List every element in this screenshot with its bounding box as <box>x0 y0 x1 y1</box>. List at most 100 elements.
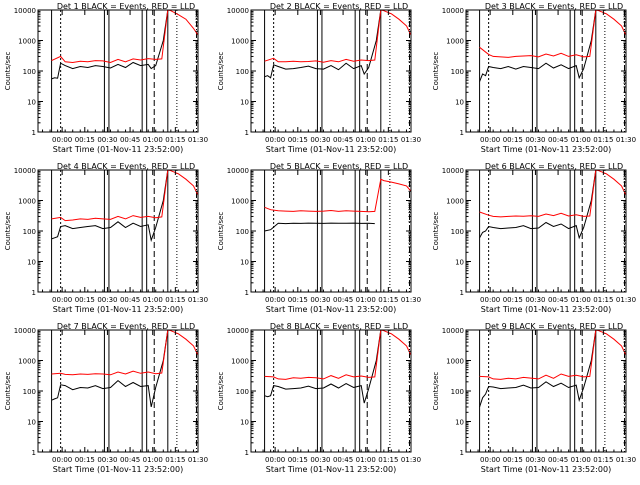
x-tick-label: 01:00 <box>143 456 163 464</box>
lld-series-line <box>51 10 198 64</box>
y-tick-label: 10000 <box>14 167 36 175</box>
x-tick-label: 01:00 <box>571 136 591 144</box>
panel-title: Det 5 BLACK = Events, RED = LLD <box>270 162 408 171</box>
y-axis-label: Counts/sec <box>217 372 225 411</box>
panel-title: Det 3 BLACK = Events, RED = LLD <box>485 2 623 11</box>
x-axis-label: Start Time (01-Nov-11 23:52:00) <box>53 465 183 474</box>
x-tick-label: 00:00 <box>480 456 500 464</box>
panel-title: Det 6 BLACK = Events, RED = LLD <box>485 162 623 171</box>
y-tick-label: 100 <box>451 228 464 236</box>
lld-series-line <box>51 170 198 222</box>
x-tick-label: 01:00 <box>143 296 163 304</box>
y-tick-label: 1 <box>460 289 464 297</box>
y-tick-label: 100 <box>451 388 464 396</box>
panel-3: Det 3 BLACK = Events, RED = LLD 1 10 100 100… <box>432 2 636 154</box>
x-tick-label: 00:15 <box>503 296 523 304</box>
y-axis-label: Counts/sec <box>432 372 440 411</box>
y-tick-label: 10 <box>240 99 249 107</box>
x-tick-label: 00:15 <box>503 136 523 144</box>
y-tick-label: 1 <box>245 449 249 457</box>
axes-frame <box>250 169 412 293</box>
y-tick-label: 1000 <box>18 198 36 206</box>
x-tick-label: 00:15 <box>288 456 308 464</box>
y-tick-label: 1000 <box>446 358 464 366</box>
x-axis-label: Start Time (01-Nov-11 23:52:00) <box>481 305 611 314</box>
x-tick-label: 00:15 <box>288 136 308 144</box>
x-tick-label: 00:15 <box>503 456 523 464</box>
y-tick-label: 1 <box>245 129 249 137</box>
panel-title: Det 1 BLACK = Events, RED = LLD <box>57 2 195 11</box>
x-tick-label: 00:45 <box>548 296 568 304</box>
panel-title: Det 7 BLACK = Events, RED = LLD <box>57 322 195 331</box>
y-tick-label: 1000 <box>18 358 36 366</box>
x-tick-label: 00:45 <box>548 136 568 144</box>
y-tick-label: 10 <box>455 99 464 107</box>
axes-frame <box>37 329 199 453</box>
x-tick-label: 00:00 <box>265 456 285 464</box>
y-axis-label: Counts/sec <box>4 52 12 91</box>
y-tick-label: 10 <box>455 419 464 427</box>
x-axis-label: Start Time (01-Nov-11 23:52:00) <box>266 465 396 474</box>
events-series-line <box>479 170 597 240</box>
panel-8: Det 8 BLACK = Events, RED = LLD 1 10 100 100… <box>217 322 421 474</box>
y-tick-label: 10000 <box>14 327 36 335</box>
panel-4: Det 4 BLACK = Events, RED = LLD 1 10 100 100… <box>4 162 208 314</box>
y-tick-label: 10000 <box>14 7 36 15</box>
y-tick-label: 10000 <box>442 7 464 15</box>
x-axis-label: Start Time (01-Nov-11 23:52:00) <box>481 465 611 474</box>
x-tick-label: 00:30 <box>310 296 330 304</box>
x-tick-label: 01:30 <box>616 296 636 304</box>
y-tick-label: 100 <box>236 228 249 236</box>
x-tick-label: 01:00 <box>356 456 376 464</box>
events-series-line <box>264 222 375 232</box>
x-tick-label: 01:00 <box>356 136 376 144</box>
y-tick-label: 10000 <box>442 327 464 335</box>
y-tick-label: 1000 <box>18 38 36 46</box>
lld-series-line <box>264 178 411 213</box>
events-series-line <box>264 330 382 404</box>
y-tick-label: 10 <box>455 259 464 267</box>
y-axis-label: Counts/sec <box>4 212 12 251</box>
x-tick-label: 01:00 <box>356 296 376 304</box>
x-tick-label: 01:15 <box>378 136 398 144</box>
y-tick-label: 100 <box>236 68 249 76</box>
x-tick-label: 01:15 <box>593 136 613 144</box>
y-tick-label: 1 <box>32 449 36 457</box>
y-tick-label: 10 <box>27 419 36 427</box>
x-axis-label: Start Time (01-Nov-11 23:52:00) <box>53 145 183 154</box>
events-series-line <box>51 10 169 80</box>
axes-frame <box>250 9 412 133</box>
axes-frame <box>250 329 412 453</box>
x-tick-label: 00:15 <box>75 296 95 304</box>
lld-series-line <box>479 330 626 380</box>
x-tick-label: 00:30 <box>310 456 330 464</box>
x-tick-label: 00:00 <box>52 456 72 464</box>
y-tick-label: 1000 <box>231 38 249 46</box>
x-tick-label: 00:15 <box>288 296 308 304</box>
x-tick-label: 00:30 <box>97 456 117 464</box>
y-tick-label: 1 <box>32 129 36 137</box>
x-tick-label: 00:00 <box>265 296 285 304</box>
y-tick-label: 10 <box>240 259 249 267</box>
y-axis-label: Counts/sec <box>4 372 12 411</box>
y-axis-label: Counts/sec <box>432 212 440 251</box>
x-tick-label: 00:00 <box>480 296 500 304</box>
y-tick-label: 1 <box>460 129 464 137</box>
x-tick-label: 00:30 <box>525 456 545 464</box>
x-tick-label: 00:45 <box>120 296 140 304</box>
events-series-line <box>479 330 597 408</box>
x-axis-label: Start Time (01-Nov-11 23:52:00) <box>266 145 396 154</box>
x-tick-label: 00:45 <box>548 456 568 464</box>
y-tick-label: 1000 <box>231 358 249 366</box>
x-tick-label: 00:00 <box>52 136 72 144</box>
lld-series-line <box>264 10 411 63</box>
y-tick-label: 10 <box>27 259 36 267</box>
x-tick-label: 00:45 <box>333 296 353 304</box>
x-tick-label: 01:30 <box>401 296 421 304</box>
panel-title: Det 9 BLACK = Events, RED = LLD <box>485 322 623 331</box>
x-tick-label: 01:15 <box>165 136 185 144</box>
panel-5: Det 5 BLACK = Events, RED = LLD 1 10 100 100… <box>217 162 421 314</box>
x-tick-label: 01:00 <box>571 296 591 304</box>
